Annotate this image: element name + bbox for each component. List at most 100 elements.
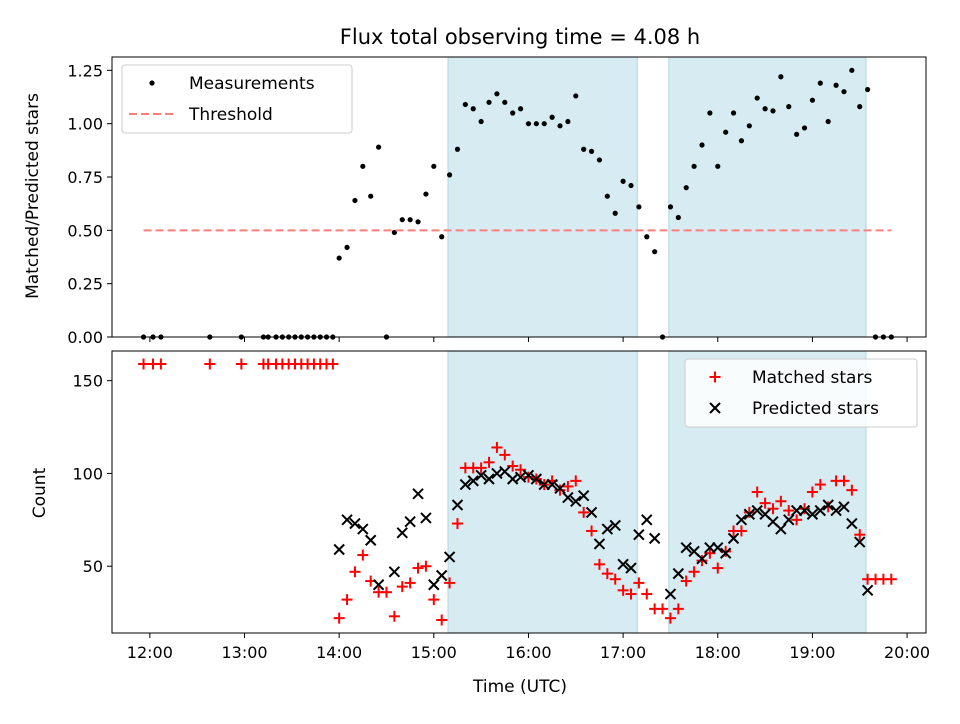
top-measurements-point: [407, 217, 413, 223]
bottom-y-tick-label: 150: [72, 372, 103, 391]
bottom-matched-stars-point: [586, 525, 598, 537]
x-stroke-b: [435, 569, 448, 582]
bottom-predicted-stars-point: [554, 482, 566, 494]
top-measurements-point: [439, 234, 445, 240]
x-stroke-b: [357, 523, 369, 535]
bottom-predicted-stars-point: [451, 499, 464, 511]
bottom-matched-stars-point: [420, 560, 432, 572]
bottom-matched-stars-point: [436, 614, 448, 626]
legend-label: Matched stars: [752, 368, 872, 388]
bottom-predicted-stars-point: [822, 499, 834, 511]
legend-box: [684, 358, 918, 428]
bottom-predicted-stars-point: [570, 495, 582, 507]
top-measurements-point: [352, 197, 358, 204]
bottom-predicted-stars-point: [365, 534, 377, 546]
bottom-matched-stars-point: [349, 566, 361, 578]
bottom-predicted-stars-point: [341, 514, 353, 526]
bottom-predicted-stars-point: [719, 547, 732, 559]
x-stroke-b: [412, 488, 424, 500]
top-measurements-point: [541, 121, 547, 127]
top-measurements-point: [596, 157, 603, 163]
bottom-predicted-stars-point: [712, 541, 724, 554]
x-stroke-b: [372, 579, 385, 591]
top-y-tick-label: 0.25: [67, 275, 103, 294]
x-stroke-b: [767, 515, 779, 528]
bottom-predicted-stars-point: [475, 469, 487, 482]
bottom-predicted-stars-point: [577, 490, 590, 502]
top-measurements-point: [565, 118, 571, 125]
bottom-matched-stars-point: [327, 358, 339, 370]
bottom-axes-frame: [111, 350, 927, 634]
x-stroke-b: [459, 478, 472, 491]
bottom-matched-stars-point: [388, 610, 400, 622]
top-measurements-point: [525, 121, 532, 127]
legend-item: Predicted stars: [709, 399, 879, 419]
top-measurements-point: [581, 146, 587, 152]
top-measurements-point: [588, 148, 595, 154]
x-stroke-b: [349, 517, 361, 530]
top-measurements-point: [809, 97, 816, 103]
bottom-matched-stars-point: [138, 358, 150, 370]
legend-item: Measurements: [149, 74, 315, 94]
x-axis-label: Time (UTC): [472, 677, 567, 697]
x-stroke-b: [491, 467, 503, 480]
bottom-predicted-stars-point: [459, 478, 472, 491]
bottom-shaded-interval-0: [447, 350, 638, 634]
bottom-predicted-stars-point: [609, 519, 621, 532]
top-measurements-point: [762, 106, 768, 112]
top-measurements-point: [557, 123, 563, 129]
x-stroke-b: [593, 538, 606, 550]
top-measurements-point: [494, 91, 500, 97]
bottom-matched-stars-point: [341, 594, 353, 606]
bottom-predicted-stars-point: [467, 475, 479, 487]
top-measurements-point: [857, 104, 863, 110]
bottom-y-tick-label: 100: [72, 464, 103, 483]
bottom-predicted-stars-point: [593, 538, 606, 550]
top-measurements-point: [699, 142, 705, 148]
x-stroke-b: [854, 536, 866, 548]
x-tick-label: 18:00: [695, 643, 741, 662]
x-stroke-b: [585, 506, 598, 519]
bottom-matched-stars-point: [491, 441, 503, 453]
top-measurements-point: [730, 110, 737, 116]
bottom-matched-stars-point: [814, 479, 826, 491]
x-stroke-b: [570, 495, 582, 507]
legend-label: Predicted stars: [752, 399, 879, 419]
x-stroke-b: [341, 514, 353, 526]
bottom-matched-stars-point: [885, 573, 897, 585]
bottom-predicted-stars-point: [601, 523, 614, 535]
top-y-tick-label: 0.00: [67, 328, 103, 347]
top-measurements-point: [517, 106, 524, 112]
bottom-matched-stars-point: [444, 577, 456, 589]
top-measurements-point: [644, 234, 650, 240]
bottom-predicted-stars-point: [806, 508, 819, 520]
bottom-matched-stars-point: [854, 529, 866, 541]
top-measurements-point: [549, 114, 555, 120]
bottom-predicted-stars-point: [546, 478, 558, 491]
bottom-matched-stars-point: [357, 549, 369, 561]
bottom-matched-stars-point: [783, 505, 795, 517]
bottom-matched-stars-point: [562, 480, 574, 492]
bottom-matched-stars-point: [570, 475, 582, 487]
legend-item: Threshold: [129, 105, 273, 125]
x-stroke-b: [609, 519, 621, 532]
x-tick-label: 15:00: [411, 643, 457, 662]
bottom-matched-stars-point: [775, 495, 787, 507]
top-measurements-point: [667, 204, 674, 210]
x-stroke-b: [696, 553, 708, 565]
top-y-tick-label: 0.50: [67, 221, 103, 240]
top-measurements-point: [510, 110, 516, 116]
bottom-matched-stars-point: [664, 612, 676, 624]
x-stroke-b: [798, 504, 811, 517]
bottom-matched-stars-point: [743, 506, 755, 518]
bottom-matched-stars-point: [333, 612, 345, 624]
x-stroke-b: [514, 471, 527, 483]
bottom-legend: Matched stars Predicted stars: [684, 358, 918, 428]
top-measurements-point: [360, 163, 366, 169]
top-measurements-point: [604, 193, 610, 199]
top-y-axis-label: Matched/Predicted stars: [23, 93, 43, 299]
bottom-matched-stars-point: [593, 558, 605, 570]
bottom-predicted-stars-point: [751, 504, 763, 517]
bottom-predicted-stars-point: [830, 504, 842, 517]
